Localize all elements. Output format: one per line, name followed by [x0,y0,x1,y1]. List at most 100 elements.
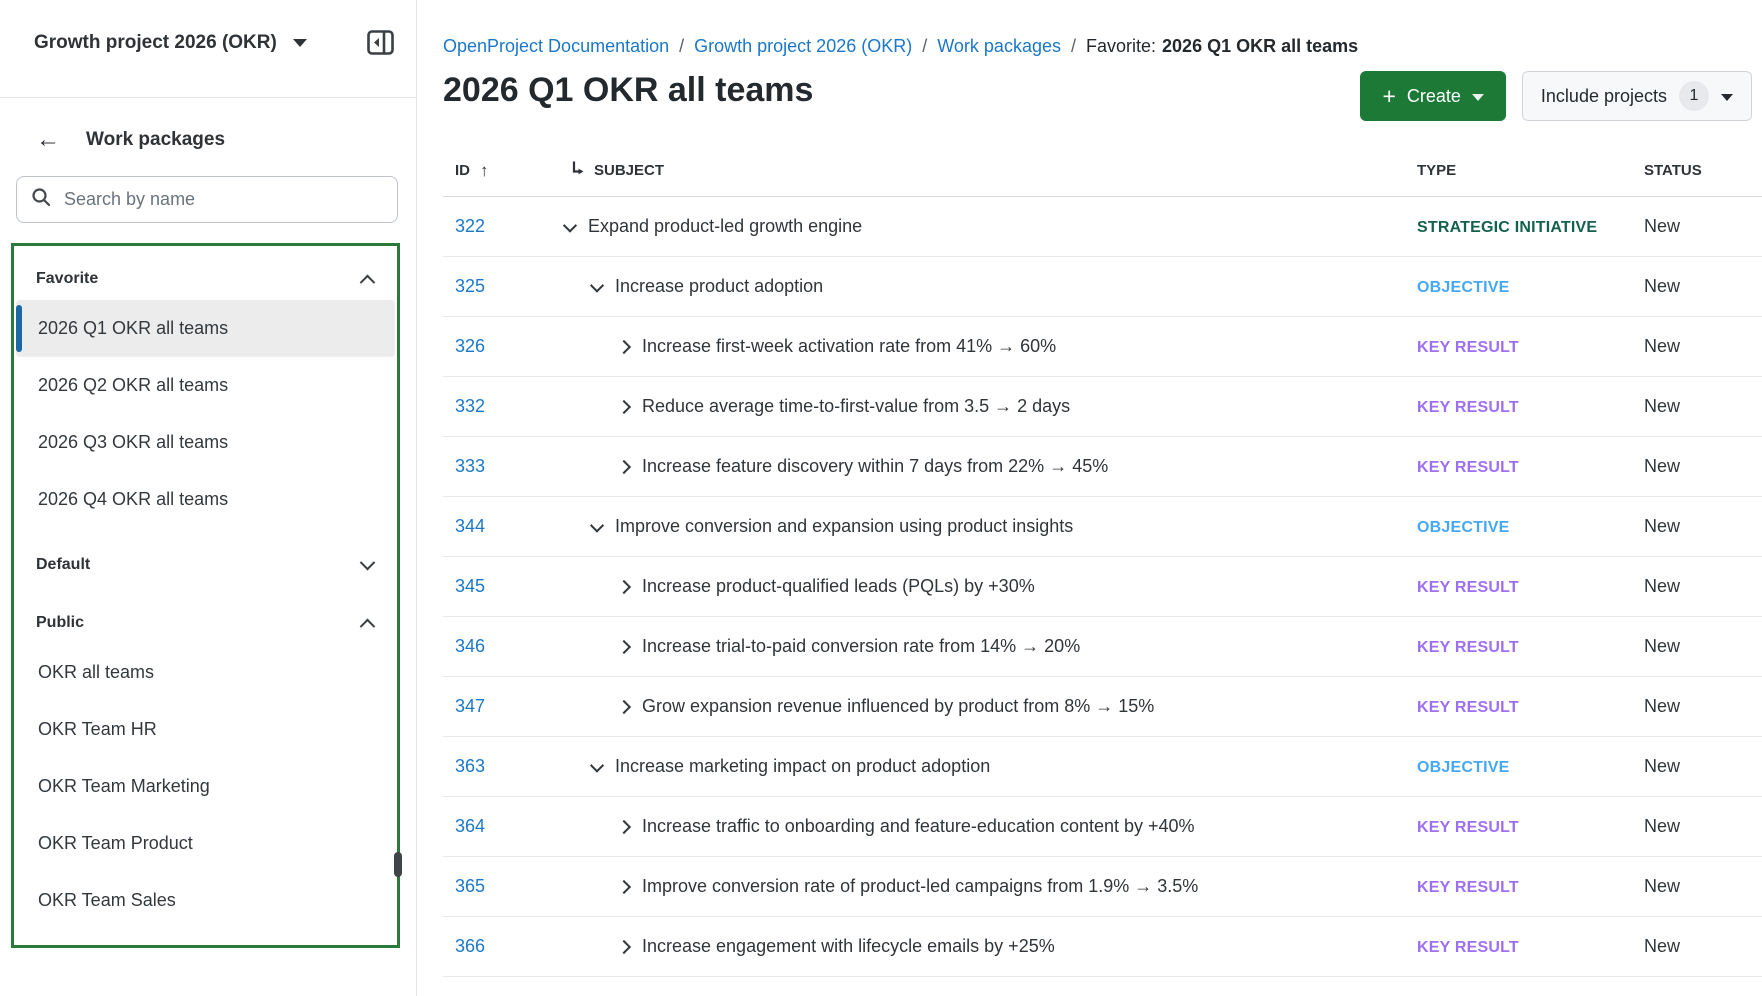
work-package-subject[interactable]: Increase marketing impact on product ado… [615,756,991,776]
work-package-type[interactable]: KEY RESULT [1417,939,1519,956]
work-package-subject[interactable]: Increase product adoption [615,276,824,296]
toggle-children-icon[interactable] [616,819,632,834]
work-package-type[interactable]: KEY RESULT [1417,459,1519,476]
toggle-children-icon[interactable] [616,339,632,354]
sidebar-view-item[interactable]: OKR Team Marketing [16,758,395,815]
table-row[interactable]: 364 Increase traffic to onboarding and f… [443,797,1762,857]
toggle-children-icon[interactable] [616,399,632,414]
work-package-id-link[interactable]: 365 [455,876,486,896]
work-package-id-link[interactable]: 346 [455,636,486,656]
work-package-type[interactable]: STRATEGIC INITIATIVE [1417,219,1598,236]
sidebar-view-item[interactable]: OKR all teams [16,644,395,701]
work-package-type[interactable]: KEY RESULT [1417,819,1519,836]
work-package-id-link[interactable]: 345 [455,576,486,596]
table-row[interactable]: 346 Increase trial-to-paid conversion ra… [443,617,1762,677]
breadcrumb-link-work-packages[interactable]: Work packages [937,36,1061,56]
work-package-subject[interactable]: Improve conversion and expansion using p… [615,516,1074,536]
work-package-status[interactable]: New [1644,816,1681,836]
column-header-subject[interactable]: SUBJECT [555,160,1417,181]
work-package-subject[interactable]: Increase traffic to onboarding and featu… [642,816,1195,836]
work-package-id-link[interactable]: 347 [455,696,486,716]
table-row[interactable]: 365 Improve conversion rate of product-l… [443,857,1762,917]
create-button[interactable]: + Create [1360,71,1506,121]
work-package-id-link[interactable]: 366 [455,936,486,956]
toggle-children-icon[interactable] [616,579,632,594]
toggle-children-icon[interactable] [589,278,605,293]
table-row[interactable]: 344 Improve conversion and expansion usi… [443,497,1762,557]
table-row[interactable]: 326 Increase first-week activation rate … [443,317,1762,377]
work-package-type[interactable]: KEY RESULT [1417,339,1519,356]
toggle-children-icon[interactable] [589,518,605,533]
work-package-id-link[interactable]: 325 [455,276,486,296]
work-package-subject[interactable]: Improve conversion rate of product-led c… [642,876,1199,896]
work-package-type[interactable]: KEY RESULT [1417,639,1519,656]
sidebar-section-header[interactable]: Default [14,544,397,586]
work-package-type[interactable]: KEY RESULT [1417,699,1519,716]
project-selector[interactable]: Growth project 2026 (OKR) [34,32,307,54]
work-package-status[interactable]: New [1644,576,1681,596]
collapse-sidebar-button[interactable] [367,30,394,55]
work-package-status[interactable]: New [1644,696,1681,716]
work-package-subject[interactable]: Increase feature discovery within 7 days… [642,456,1109,476]
work-package-id-link[interactable]: 344 [455,516,486,536]
column-header-id[interactable]: ID ↑ [443,161,555,181]
table-row[interactable]: 325 Increase product adoption OBJECTIVE … [443,257,1762,317]
work-package-subject[interactable]: Increase product-qualified leads (PQLs) … [642,576,1035,596]
toggle-children-icon[interactable] [616,639,632,654]
work-package-id-link[interactable]: 322 [455,216,486,236]
sidebar-view-item[interactable]: 2026 Q1 OKR all teams [16,300,395,357]
table-row[interactable]: 366 Increase engagement with lifecycle e… [443,917,1762,977]
work-package-type[interactable]: KEY RESULT [1417,879,1519,896]
work-package-status[interactable]: New [1644,516,1681,536]
table-row[interactable]: 347 Grow expansion revenue influenced by… [443,677,1762,737]
table-row[interactable]: 322 Expand product-led growth engine STR… [443,197,1762,257]
back-button[interactable]: ← [36,128,60,152]
work-package-subject[interactable]: Increase engagement with lifecycle email… [642,936,1055,956]
toggle-children-icon[interactable] [589,758,605,773]
table-row[interactable]: 332 Reduce average time-to-first-value f… [443,377,1762,437]
work-package-id-link[interactable]: 364 [455,816,486,836]
work-package-status[interactable]: New [1644,276,1681,296]
work-package-status[interactable]: New [1644,756,1681,776]
work-package-status[interactable]: New [1644,876,1681,896]
work-package-id-link[interactable]: 333 [455,456,486,476]
work-package-id-link[interactable]: 326 [455,336,486,356]
work-package-subject[interactable]: Increase trial-to-paid conversion rate f… [642,636,1081,656]
search-input[interactable] [62,188,383,211]
work-package-status[interactable]: New [1644,396,1681,416]
work-package-status[interactable]: New [1644,456,1681,476]
work-package-type[interactable]: KEY RESULT [1417,399,1519,416]
column-header-type[interactable]: TYPE [1417,162,1457,179]
sidebar-view-item[interactable]: 2026 Q3 OKR all teams [16,414,395,471]
work-package-subject[interactable]: Increase first-week activation rate from… [642,336,1057,356]
toggle-children-icon[interactable] [616,459,632,474]
work-package-status[interactable]: New [1644,216,1681,236]
work-package-status[interactable]: New [1644,636,1681,656]
include-projects-button[interactable]: Include projects 1 [1521,71,1752,121]
sidebar-section-header[interactable]: Public [14,602,397,644]
breadcrumb-link-project[interactable]: Growth project 2026 (OKR) [694,36,913,56]
work-package-type[interactable]: KEY RESULT [1417,579,1519,596]
table-row[interactable]: 345 Increase product-qualified leads (PQ… [443,557,1762,617]
work-package-type[interactable]: OBJECTIVE [1417,519,1510,536]
sidebar-view-item[interactable]: OKR Team Product [16,815,395,872]
sidebar-view-item[interactable]: 2026 Q4 OKR all teams [16,471,395,528]
toggle-children-icon[interactable] [562,218,578,233]
work-package-status[interactable]: New [1644,336,1681,356]
sidebar-resize-handle[interactable] [394,852,402,877]
table-row[interactable]: 363 Increase marketing impact on product… [443,737,1762,797]
work-package-subject[interactable]: Reduce average time-to-first-value from … [642,396,1071,416]
work-package-subject[interactable]: Grow expansion revenue influenced by pro… [642,696,1155,716]
toggle-children-icon[interactable] [616,699,632,714]
sidebar-section-header[interactable]: Favorite [14,258,397,300]
breadcrumb-link-root[interactable]: OpenProject Documentation [443,36,670,56]
column-header-status[interactable]: STATUS [1644,162,1702,179]
work-package-type[interactable]: OBJECTIVE [1417,759,1510,776]
table-row[interactable]: 333 Increase feature discovery within 7 … [443,437,1762,497]
work-package-status[interactable]: New [1644,936,1681,956]
work-package-subject[interactable]: Expand product-led growth engine [588,216,863,236]
work-package-type[interactable]: OBJECTIVE [1417,279,1510,296]
work-package-id-link[interactable]: 332 [455,396,486,416]
sidebar-view-item[interactable]: 2026 Q2 OKR all teams [16,357,395,414]
work-package-id-link[interactable]: 363 [455,756,486,776]
